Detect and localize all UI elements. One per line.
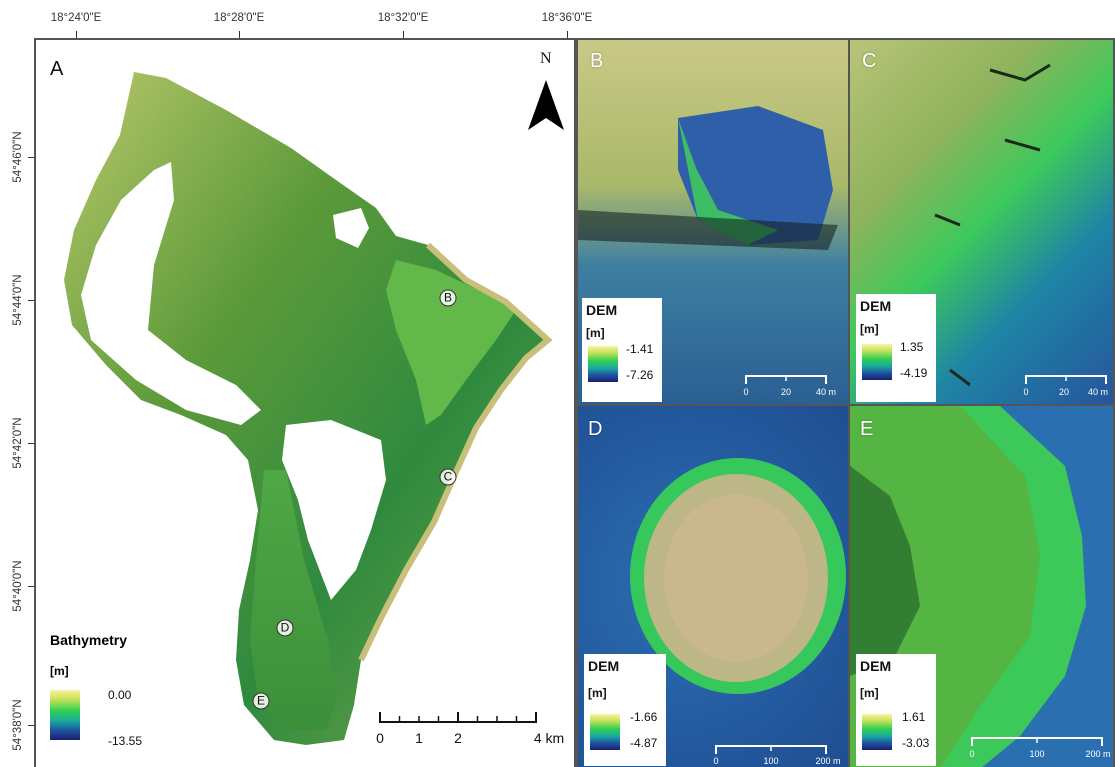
legend-title: Bathymetry [50, 632, 128, 648]
panel-letter-b: B [590, 50, 604, 72]
coord-tick [239, 31, 240, 38]
dem-min: -4.87 [630, 736, 658, 750]
inset-panel-b: B DEM [m] -1.41 -7.26 0 20 40 m [576, 38, 850, 406]
coord-tick [28, 586, 35, 587]
scale-label-b: 0 [743, 387, 749, 397]
inset-panel-e: E DEM [m] 1.61 -3.03 0 100 200 m [848, 404, 1115, 767]
scale-bar-e [971, 737, 1103, 746]
dem-color-ramp [862, 344, 892, 380]
scale-label-c: 0 [1023, 387, 1029, 397]
coord-tick [76, 31, 77, 38]
inset-panel-d: D DEM [m] -1.66 -4.87 0 100 200 m [576, 404, 850, 767]
inset-panel-c: C DEM [m] 1.35 -4.19 0 20 40 m [848, 38, 1115, 406]
coord-left-2: 54°44'0"N [12, 274, 24, 326]
dem-image-d [630, 458, 846, 694]
south-strip [250, 470, 336, 730]
legend-max: 0.00 [108, 688, 132, 702]
dem-legend-title: DEM [588, 658, 620, 674]
dem-legend-unit: [m] [860, 686, 879, 700]
north-arrow-icon [528, 80, 564, 130]
site-label-b: B [439, 289, 457, 307]
scale-label-e: 0 [969, 749, 975, 759]
scale-label-c: 40 m [1087, 387, 1109, 397]
main-map-panel: A N B C D E Bathymetry [m] 0.00 -13.55 0… [34, 38, 576, 767]
no-data-west [81, 162, 261, 425]
legend-color-ramp [50, 690, 80, 740]
main-scale-label: 0 [376, 730, 384, 746]
legend-min: -13.55 [108, 734, 143, 748]
coord-tick [28, 443, 35, 444]
scale-label-b: 40 m [815, 387, 837, 397]
coord-left-5: 54°38'0"N [12, 699, 24, 751]
scale-label-e: 200 m [1085, 749, 1111, 759]
dem-legend-e: DEM [m] 1.61 -3.03 [856, 654, 936, 766]
scale-bar-c [1025, 375, 1107, 384]
dem-legend-d: DEM [m] -1.66 -4.87 [584, 654, 666, 766]
site-label-e: E [252, 692, 270, 710]
dem-image-c [934, 63, 1051, 387]
dem-max: 1.61 [902, 710, 926, 724]
panel-letter-c: C [862, 50, 877, 72]
legend-unit: [m] [50, 664, 69, 678]
coord-top-4: 18°36'0"E [541, 12, 593, 24]
coord-left-1: 54°46'0"N [12, 131, 24, 183]
panel-letter-e: E [860, 418, 874, 440]
bathymetry-legend: Bathymetry [m] 0.00 -13.55 [50, 632, 200, 752]
coord-top-2: 18°28'0"E [213, 12, 265, 24]
dem-min: -4.19 [900, 366, 928, 380]
dem-legend-unit: [m] [586, 326, 605, 340]
dem-max: -1.66 [630, 710, 658, 724]
site-label-d: D [276, 619, 294, 637]
dem-image-b [578, 106, 838, 250]
site-label-c: C [439, 468, 457, 486]
main-scale-bar [379, 712, 537, 723]
coord-left-4: 54°40'0"N [12, 560, 24, 612]
coast-edge [358, 242, 553, 662]
dem-color-ramp [590, 714, 620, 750]
coord-tick [28, 157, 35, 158]
scale-label-e: 100 [1029, 749, 1045, 759]
main-scale-label: 2 [454, 730, 462, 746]
scale-bar-b [745, 375, 827, 384]
scale-label-d: 200 m [815, 756, 841, 766]
dem-color-ramp [588, 346, 618, 382]
dem-legend-unit: [m] [588, 686, 607, 700]
coord-tick [28, 300, 35, 301]
main-scale-label: 1 [415, 730, 423, 746]
dem-legend-b: DEM [m] -1.41 -7.26 [582, 298, 662, 402]
scale-label-c: 20 [1058, 387, 1070, 397]
no-data-central [282, 420, 386, 600]
inner-lagoon [386, 260, 516, 425]
coord-top-1: 18°24'0"E [50, 12, 102, 24]
coord-left-3: 54°42'0"N [12, 417, 24, 469]
dem-legend-title: DEM [586, 302, 618, 318]
dem-color-ramp [862, 714, 892, 750]
dem-max: 1.35 [900, 340, 924, 354]
no-data-lake [333, 208, 369, 248]
dem-legend-title: DEM [860, 658, 892, 674]
scale-label-d: 0 [713, 756, 719, 766]
dem-legend-c: DEM [m] 1.35 -4.19 [856, 294, 936, 402]
dem-legend-title: DEM [860, 298, 892, 314]
north-label: N [540, 50, 552, 67]
scale-bar-d [715, 745, 827, 754]
coord-tick [567, 31, 568, 38]
coord-tick [403, 31, 404, 38]
dem-min: -3.03 [902, 736, 930, 750]
scale-label-b: 20 [780, 387, 792, 397]
panel-letter-d: D [588, 418, 603, 440]
scale-label-d: 100 [763, 756, 779, 766]
dem-min: -7.26 [626, 368, 654, 382]
dem-legend-unit: [m] [860, 322, 879, 336]
coord-tick [28, 725, 35, 726]
dem-max: -1.41 [626, 342, 654, 356]
panel-letter-a: A [50, 58, 64, 80]
lagoon-body [64, 72, 548, 745]
main-scale-label: 4 km [533, 730, 565, 746]
bathymetry-map [64, 72, 553, 745]
coord-top-3: 18°32'0"E [377, 12, 429, 24]
